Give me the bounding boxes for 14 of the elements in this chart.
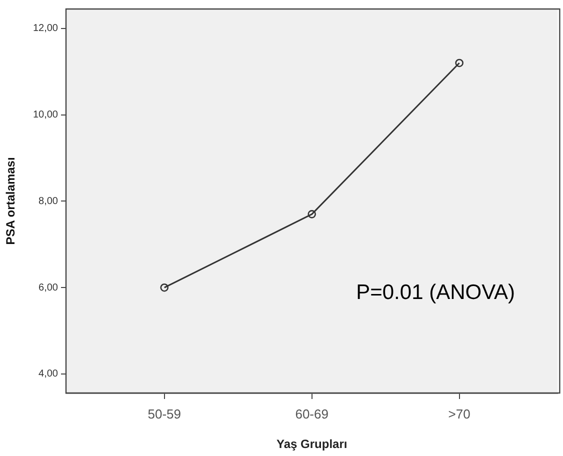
point (160, 283, 169, 292)
point (455, 58, 464, 68)
y-tick-label: 12,00 (32, 23, 58, 34)
point (308, 210, 316, 218)
y-tick-label: 6,00 (38, 282, 58, 294)
y-axis-title: PSA ortalaması (4, 157, 18, 245)
x-tick-label: 50-59 (148, 406, 181, 422)
x-tick-label: >70 (448, 406, 470, 422)
x-axis-title: Yaş Grupları (276, 437, 348, 452)
y-tick-label: 4,00 (38, 368, 58, 380)
y-tick-label: 8,00 (38, 196, 58, 207)
x-tick-label: 60-69 (295, 406, 328, 422)
y-tick-label: 10,00 (32, 110, 58, 121)
annotation: P=0.01 (ANOVA) (356, 280, 516, 304)
